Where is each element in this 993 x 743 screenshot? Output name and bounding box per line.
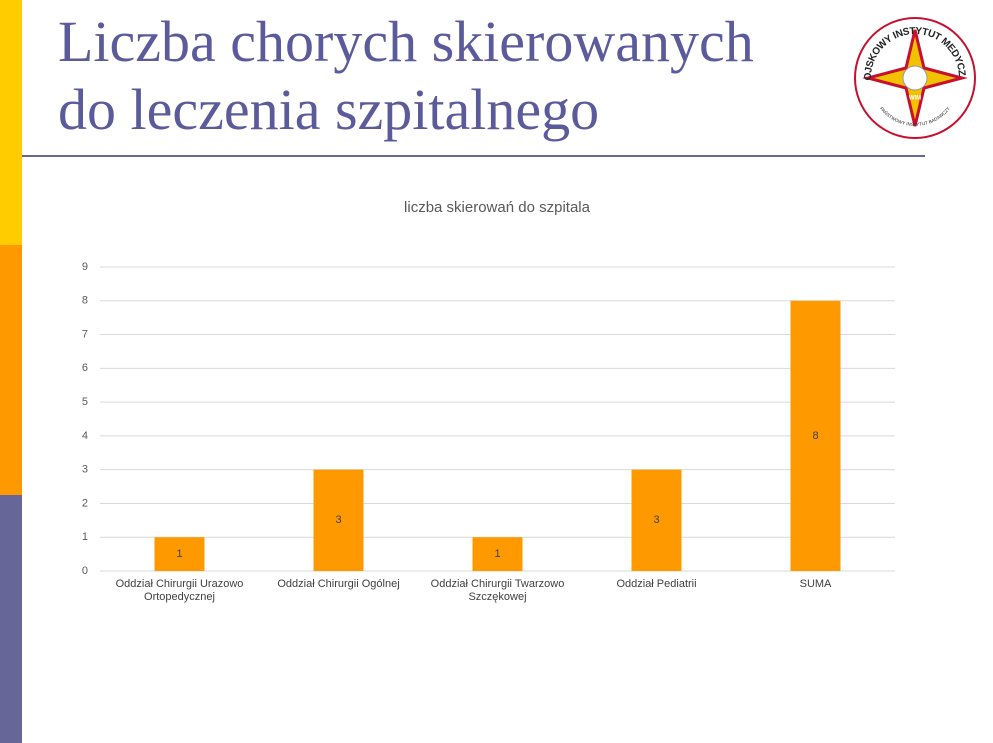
bar: [472, 537, 523, 571]
y-tick-label: 3: [82, 464, 88, 476]
side-bar-yellow: [0, 0, 22, 245]
y-tick-label: 9: [82, 261, 88, 273]
y-tick-label: 2: [82, 497, 88, 509]
title-rule: [22, 155, 925, 157]
slide-title: Liczba chorych skierowanych do leczenia …: [58, 9, 754, 142]
y-tick-label: 0: [82, 565, 88, 577]
y-tick-label: 5: [82, 396, 88, 408]
chart-title: liczba skierowań do szpitala: [404, 199, 591, 216]
x-tick-label: Oddział Pediatrii: [616, 578, 697, 590]
logo: WOJSKOWY INSTYTUT MEDYCZNY WIM PAŃSTWOWY…: [850, 10, 976, 139]
data-label: 3: [653, 514, 659, 526]
data-label: 1: [176, 548, 182, 560]
data-label: 1: [494, 548, 500, 560]
y-tick-label: 4: [82, 430, 88, 442]
data-label: 3: [335, 514, 341, 526]
bar: [631, 469, 682, 571]
data-label: 8: [812, 430, 818, 442]
bar: [154, 537, 205, 571]
x-tick-label: SUMA: [799, 578, 832, 590]
x-tick-label: Oddział Chirurgii Urazowo Ortopedycznej: [115, 578, 244, 603]
bar: [790, 300, 841, 571]
x-tick-label: Oddział Chirurgii Ogólnej: [277, 578, 400, 590]
y-tick-label: 8: [82, 295, 88, 307]
logo-center: [902, 65, 928, 91]
side-bar-orange: [0, 245, 22, 495]
y-tick-label: 6: [82, 362, 88, 374]
logo-abbr: WIM: [909, 96, 921, 102]
y-tick-label: 7: [82, 328, 88, 340]
bar: [313, 469, 364, 571]
x-tick-label: Oddział Chirurgii Twarzowo Szczękowej: [430, 578, 565, 603]
side-bar-purple: [0, 495, 22, 743]
y-tick-label: 1: [82, 531, 88, 543]
